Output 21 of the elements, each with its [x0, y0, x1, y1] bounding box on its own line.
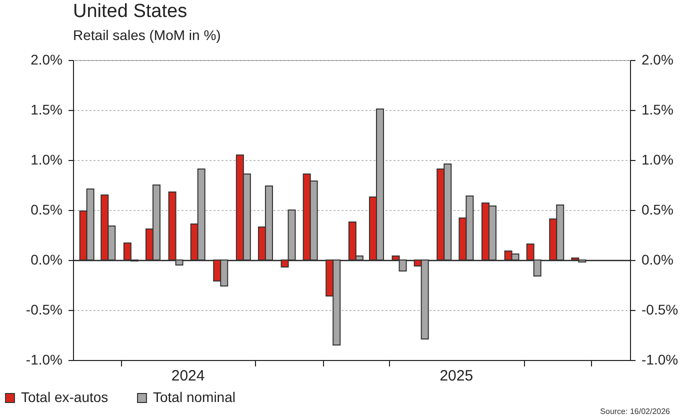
y2-tick-label: 1.5%	[642, 102, 674, 118]
x-tick-label: 2025	[440, 368, 474, 384]
y-tick-label: 2.0%	[30, 52, 62, 68]
y-tick-label: 1.0%	[30, 152, 62, 168]
y-tick-label: -0.5%	[26, 302, 62, 318]
legend-label: Total ex-autos	[21, 389, 108, 405]
y-tick-label: 0.0%	[30, 252, 62, 268]
chart-title: United States	[73, 1, 188, 22]
chart-subtitle: Retail sales (MoM in %)	[73, 27, 221, 43]
y2-tick-label: 2.0%	[642, 52, 674, 68]
source-note: Source: 16/02/2026	[600, 407, 671, 416]
y-tick-label: 0.5%	[30, 202, 62, 218]
y2-tick-label: 0.0%	[642, 252, 674, 268]
y2-tick-label: 1.0%	[642, 152, 674, 168]
y-tick-label: -1.0%	[26, 352, 62, 368]
y2-tick-label: -0.5%	[642, 302, 678, 318]
y-tick-label: 1.5%	[30, 102, 62, 118]
legend-label: Total nominal	[153, 389, 236, 405]
y2-tick-label: -1.0%	[642, 352, 678, 368]
x-tick-label: 2024	[171, 368, 205, 384]
y2-tick-label: 0.5%	[642, 202, 674, 218]
